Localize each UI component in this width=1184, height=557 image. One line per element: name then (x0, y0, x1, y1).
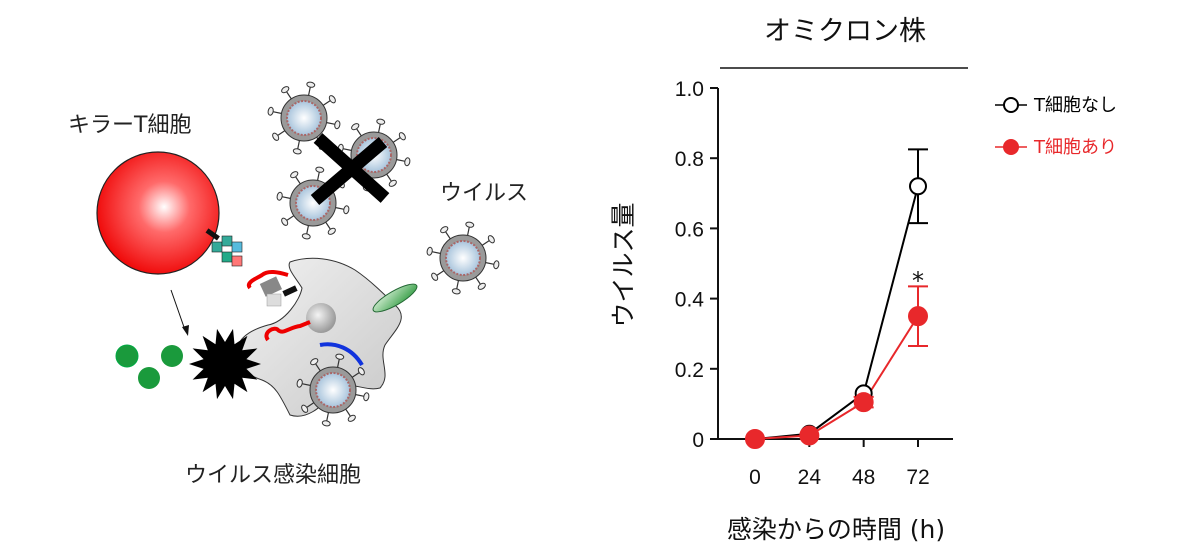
virus-particle (296, 353, 370, 427)
legend-label-no-t-cell: T細胞なし (1033, 95, 1117, 116)
chart: オミクロン株 0 0.2 0.4 0.6 0.8 1.0 0 24 48 72 ウイルス量 感染か… (609, 16, 1117, 544)
blue-rna-strand (319, 342, 364, 367)
legend-label-with-t-cell: T細胞あり (1033, 137, 1117, 158)
y-tick-label: 0.6 (675, 218, 704, 241)
series-1 (754, 285, 928, 440)
legend-item-no-t-cell: T細胞なし (995, 95, 1117, 116)
arrow-line (170, 289, 186, 331)
virus-particle (267, 81, 341, 155)
killer-t-cell (96, 151, 220, 275)
virus-particle (426, 221, 500, 295)
series-0 (754, 148, 928, 440)
mhc-peptide (246, 270, 298, 307)
data-point (853, 392, 874, 413)
y-tick-label: 0.2 (675, 359, 704, 382)
x-tick-label: 48 (852, 466, 875, 489)
x-axis-label: 感染からの時間 (h) (727, 515, 945, 544)
cross-mark-icon (310, 133, 390, 205)
x-tick-label: 72 (906, 466, 929, 489)
nucleus (306, 303, 336, 333)
legend: T細胞なし T細胞あり (995, 95, 1117, 158)
diagram: キラーT細胞 ウイルス ウイルス感染細胞 (68, 81, 528, 488)
killer-t-cell-label: キラーT細胞 (68, 113, 191, 138)
arrow-head-icon (182, 325, 189, 336)
data-point (909, 177, 927, 196)
y-tick-label: 0 (692, 429, 704, 452)
y-tick-label: 0.4 (675, 289, 705, 312)
granules (115, 344, 183, 389)
chart-title: オミクロン株 (764, 16, 926, 47)
x-tick-label: 24 (798, 466, 822, 489)
legend-item-with-t-cell: T細胞あり (995, 137, 1117, 158)
significance-annotation: * (912, 267, 924, 295)
data-point (908, 306, 928, 327)
data-point (799, 425, 820, 446)
y-tick-label: 1.0 (675, 78, 704, 101)
red-rna-strand (264, 320, 311, 342)
virus-label: ウイルス (440, 181, 528, 206)
data-point (745, 429, 765, 449)
series-line (754, 315, 919, 440)
series-line (754, 186, 919, 440)
x-tick-label: 0 (749, 466, 761, 489)
cell-death-burst-icon (189, 328, 261, 400)
green-spike-protein (372, 283, 418, 313)
y-tick-label: 0.8 (675, 148, 704, 171)
t-cell-receptor (205, 228, 243, 267)
infected-cell-label: ウイルス感染細胞 (185, 463, 361, 488)
y-axis-label: ウイルス量 (609, 202, 638, 327)
